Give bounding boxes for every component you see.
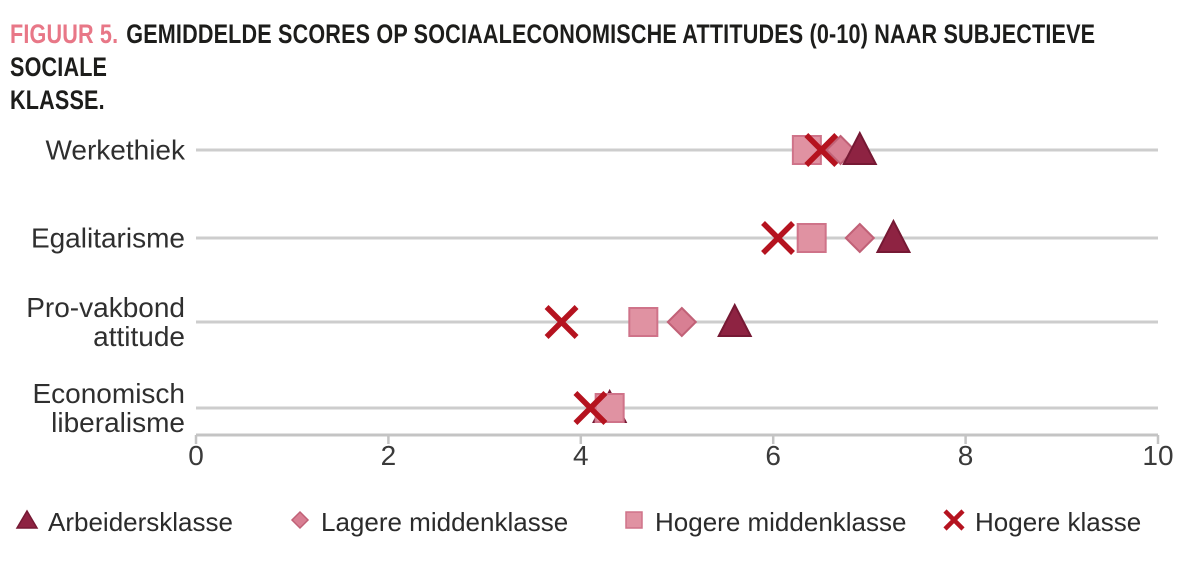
marker-square-row0 (791, 135, 822, 165)
diamond-icon (288, 508, 312, 537)
legend-item-lagere-middenklasse: Lagere middenklasse (288, 503, 568, 541)
figure-title-line2: KLASSE. (10, 85, 105, 115)
category-label-0: Werkethiek (45, 134, 185, 166)
marker-triangle-row1 (875, 218, 912, 253)
x-glyph (943, 508, 965, 531)
x-tick-label-4: 4 (573, 440, 589, 471)
figure-title-line1: GEMIDDELDE SCORES OP SOCIAALECONOMISCHE … (10, 19, 1096, 82)
category-label-3: Economisch liberalisme (32, 378, 185, 438)
diamond-icon-shape (290, 510, 310, 529)
legend-label: Hogere middenklasse (655, 506, 907, 537)
square-icon-shape (625, 510, 643, 529)
category-label-1: Egalitarisme (30, 222, 185, 254)
legend-item-hogere-klasse: Hogere klasse (942, 503, 1141, 541)
legend-label: Lagere middenklasse (321, 506, 569, 537)
square-icon (622, 508, 646, 537)
square-glyph (625, 510, 643, 529)
x-icon-shape (943, 508, 965, 531)
figure-title: FIGUUR 5. GEMIDDELDE SCORES OP SOCIAALECO… (10, 18, 1178, 117)
marker-x-row3 (573, 391, 608, 425)
figure-number-label: FIGUUR 5. (10, 19, 119, 49)
legend-item-arbeidersklasse: Arbeidersklasse (15, 503, 233, 541)
triangle-icon (15, 508, 39, 537)
marker-x-row0 (804, 133, 839, 167)
x-tick-label-2: 2 (380, 440, 397, 471)
x-tick-label-6: 6 (765, 440, 781, 471)
x-tick-label-8: 8 (957, 440, 974, 471)
x-icon (942, 508, 966, 537)
plot-area (194, 130, 1160, 444)
x-tick-label-10: 10 (1142, 440, 1174, 471)
triangle-icon-shape (15, 509, 39, 529)
legend-item-hogere-middenklasse: Hogere middenklasse (622, 503, 906, 541)
marker-square-row2 (628, 307, 659, 337)
diamond-glyph (290, 510, 310, 529)
category-label-2: Pro-vakbond attitude (26, 292, 185, 352)
legend-label: Hogere klasse (975, 506, 1142, 537)
marker-diamond-row1 (844, 222, 876, 254)
marker-triangle-row2 (717, 302, 753, 337)
marker-x-row2 (544, 305, 579, 339)
legend-label: Arbeidersklasse (48, 506, 233, 537)
marker-x-row1 (761, 221, 795, 255)
x-tick-label-0: 0 (188, 440, 204, 471)
triangle-glyph (15, 509, 39, 529)
marker-square-row1 (796, 223, 827, 253)
marker-diamond-row2 (666, 306, 698, 338)
marker-triangle-row0 (842, 130, 878, 165)
